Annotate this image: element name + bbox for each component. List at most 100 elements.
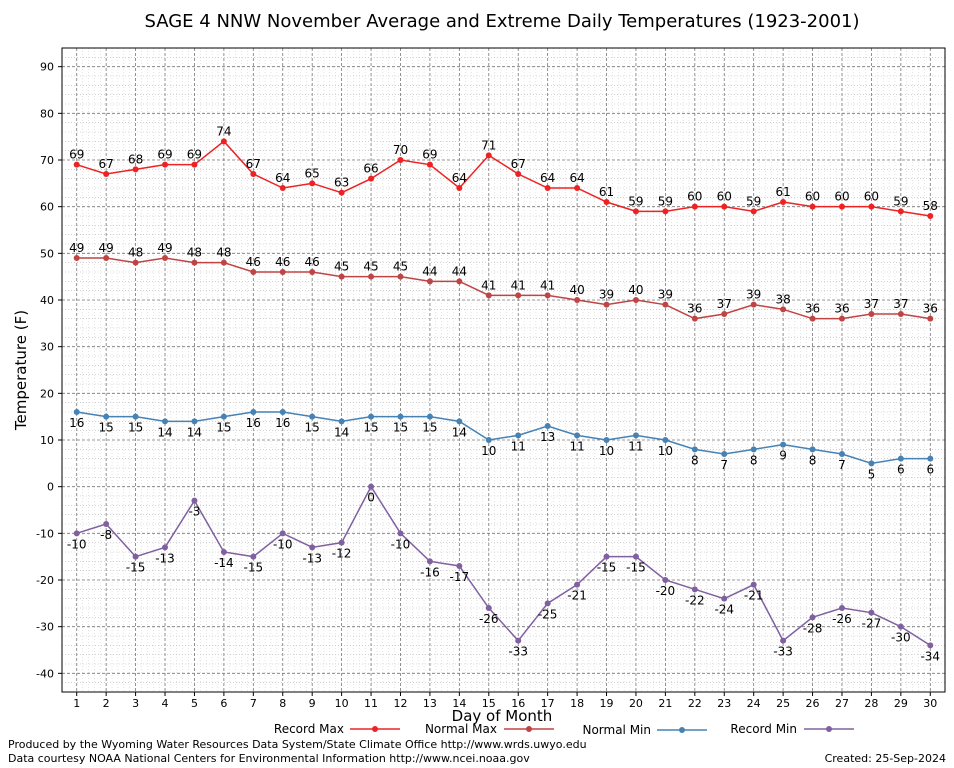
legend-label-record-max: Record Max <box>274 722 344 736</box>
data-label-record-min: -15 <box>126 561 146 575</box>
data-label-normal-max: 41 <box>481 278 496 292</box>
footer-courtesy: Data courtesy NOAA National Centers for … <box>8 752 530 765</box>
data-point-normal-max <box>309 269 316 275</box>
data-label-normal-min: 14 <box>334 425 349 439</box>
data-point-normal-min <box>750 446 757 453</box>
data-point-normal-min <box>279 409 286 415</box>
y-axis-ticks: -40 -30 -20 -10 0 10 20 30 40 50 60 70 80 90 <box>36 61 62 680</box>
data-point-record-max <box>574 185 581 191</box>
legend-marker-normal-max <box>526 726 532 732</box>
data-point-record-max <box>515 171 522 177</box>
footer-produced-by: Produced by the Wyoming Water Resources … <box>8 738 587 751</box>
data-point-normal-max <box>515 292 522 299</box>
x-tick-label: 15 <box>482 697 496 710</box>
data-label-normal-min: 15 <box>422 421 437 435</box>
data-point-record-min <box>809 614 816 621</box>
data-label-record-max: 69 <box>157 148 172 162</box>
data-point-normal-max <box>603 301 610 308</box>
y-tick-label: 80 <box>40 107 54 120</box>
data-label-record-min: -28 <box>803 621 823 635</box>
data-label-record-max: 68 <box>128 152 143 166</box>
y-tick-label: -20 <box>36 574 54 587</box>
data-label-normal-max: 41 <box>511 278 526 292</box>
data-label-record-min: -24 <box>714 603 734 617</box>
data-point-normal-min <box>309 413 316 420</box>
series-normal-min: 16 15 15 14 14 15 16 16 15 14 15 15 15 14 10 11 13 11 10 11… <box>69 409 934 481</box>
data-label-normal-min: 14 <box>157 425 172 439</box>
x-tick-label: 1 <box>73 697 80 710</box>
data-point-record-min <box>868 609 875 616</box>
data-point-normal-min <box>838 451 845 457</box>
data-point-record-min <box>426 558 433 565</box>
data-label-record-min: -3 <box>188 505 200 519</box>
data-label-record-min: 0 <box>367 491 375 505</box>
x-axis-label: Day of Month <box>452 707 553 725</box>
y-tick-label: 70 <box>40 154 54 167</box>
legend-label-normal-min: Normal Min <box>582 723 651 737</box>
data-label-record-min: -8 <box>100 528 112 542</box>
data-point-record-max <box>838 203 845 210</box>
data-label-normal-min: 10 <box>658 444 673 458</box>
data-label-record-min: -30 <box>891 631 911 645</box>
data-point-normal-min <box>809 446 816 453</box>
data-label-normal-max: 36 <box>805 302 820 316</box>
data-label-normal-min: 6 <box>897 463 905 477</box>
x-tick-label: 20 <box>629 697 643 710</box>
data-point-normal-min <box>132 413 139 420</box>
data-label-normal-min: 5 <box>868 467 876 481</box>
data-point-normal-max <box>103 255 110 261</box>
data-point-record-min <box>368 483 375 490</box>
data-point-normal-max <box>279 269 286 275</box>
data-label-record-max: 69 <box>69 148 84 162</box>
x-tick-label: 9 <box>309 697 316 710</box>
data-point-record-min <box>191 497 198 504</box>
data-point-record-max <box>868 203 875 210</box>
x-tick-label: 19 <box>600 697 614 710</box>
major-gridlines <box>62 48 945 692</box>
data-point-record-min <box>691 586 698 593</box>
data-label-normal-min: 11 <box>511 439 526 453</box>
data-label-normal-max: 48 <box>216 246 231 260</box>
series-line-record-min <box>76 485 931 646</box>
data-point-normal-min <box>220 413 227 420</box>
y-tick-label: 10 <box>40 434 54 447</box>
data-label-normal-min: 14 <box>187 425 202 439</box>
data-point-record-max <box>721 203 728 210</box>
data-point-normal-max <box>750 301 757 308</box>
data-point-record-max <box>103 171 110 177</box>
data-label-normal-max: 37 <box>864 297 879 311</box>
data-point-record-min <box>309 544 316 551</box>
footer-created: Created: 25-Sep-2024 <box>824 752 946 765</box>
data-label-normal-max: 41 <box>540 278 555 292</box>
data-point-record-max <box>73 161 80 168</box>
plot-frame <box>61 47 946 693</box>
data-point-record-max <box>780 199 787 205</box>
data-label-normal-max: 48 <box>187 246 202 260</box>
legend-item-normal-max: Normal Max <box>425 722 554 736</box>
series-line-record-max <box>76 140 931 217</box>
data-label-record-min: -13 <box>155 551 175 565</box>
data-label-record-max: 60 <box>805 190 820 204</box>
data-label-record-max: 69 <box>422 148 437 162</box>
data-point-normal-min <box>368 413 375 420</box>
data-point-record-max <box>809 203 816 210</box>
legend-marker-record-max <box>372 726 378 732</box>
data-label-normal-max: 45 <box>363 260 378 274</box>
data-label-record-min: -27 <box>862 617 882 631</box>
y-tick-label: 30 <box>40 341 54 354</box>
x-tick-label: 5 <box>191 697 198 710</box>
data-point-record-min <box>721 595 728 602</box>
data-label-normal-min: 10 <box>599 444 614 458</box>
data-label-normal-max: 39 <box>658 288 673 302</box>
data-point-record-min <box>632 553 639 560</box>
data-label-record-min: -26 <box>832 612 852 626</box>
data-label-record-min: -17 <box>450 570 470 584</box>
legend-item-normal-min: Normal Min <box>582 723 707 737</box>
data-label-record-max: 60 <box>687 190 702 204</box>
data-label-record-min: -21 <box>567 589 587 603</box>
data-label-record-max: 71 <box>481 138 496 152</box>
data-label-record-max: 64 <box>275 171 290 185</box>
data-point-normal-min <box>632 432 639 439</box>
data-label-normal-max: 36 <box>923 302 938 316</box>
